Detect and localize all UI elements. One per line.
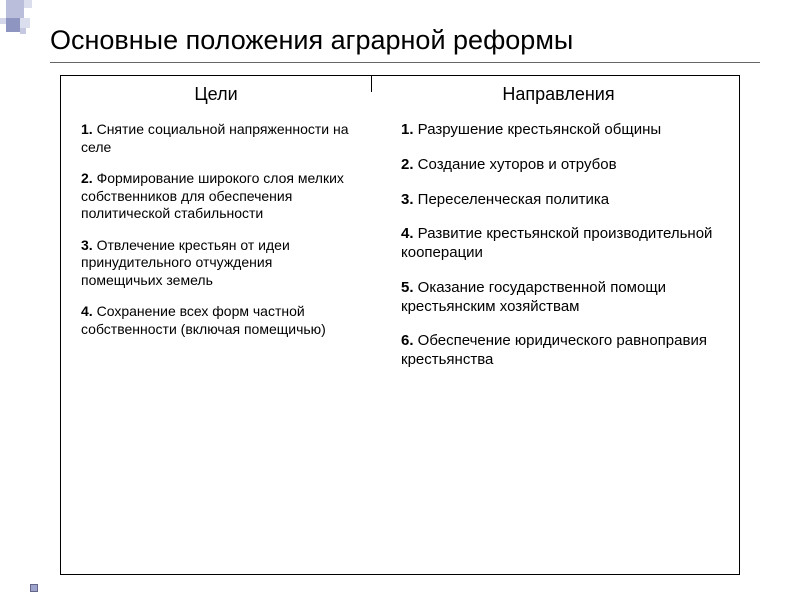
goal-item-text: Снятие социальной напряженности на селе [81,121,349,155]
direction-item-text: Развитие крестьянской производительной к… [401,225,712,261]
content-box: Цели 1. Снятие социальной напряженности … [60,75,740,575]
goal-item: 1. Снятие социальной напряженности на се… [81,121,351,156]
goal-item: 2. Формирование широкого слоя мелких соб… [81,170,351,223]
goal-item-text: Отвлечение крестьян от идеи принудительн… [81,237,290,288]
direction-item: 2. Создание хуторов и отрубов [401,156,716,175]
directions-header: Направления [401,84,716,105]
direction-item: 1. Разрушение крестьянской общины [401,121,716,140]
page-title: Основные положения аграрной реформы [50,25,760,63]
direction-item: 5. Оказание государственной помощи крест… [401,279,716,317]
goal-item-number: 2. [81,170,93,186]
direction-item-number: 5. [401,279,414,296]
goals-header: Цели [81,84,351,105]
direction-item-text: Создание хуторов и отрубов [414,156,617,173]
deco-square [20,18,30,28]
goals-column: Цели 1. Снятие социальной напряженности … [61,76,371,352]
goal-item-number: 3. [81,237,93,253]
direction-item: 6. Обеспечение юридического равноправия … [401,332,716,370]
goal-item-number: 1. [81,121,93,137]
goal-item-number: 4. [81,303,93,319]
direction-item-number: 6. [401,332,414,349]
goal-item-text: Сохранение всех форм частной собственнос… [81,303,326,337]
direction-item-number: 3. [401,191,414,208]
deco-square [6,18,20,32]
direction-item: 4. Развитие крестьянской производительно… [401,225,716,263]
direction-item-number: 2. [401,156,414,173]
goal-item: 3. Отвлечение крестьян от идеи принудите… [81,237,351,290]
goal-item: 4. Сохранение всех форм частной собствен… [81,303,351,338]
direction-item-number: 4. [401,225,414,242]
slide-bullet-icon [30,584,38,592]
direction-item-text: Переселенческая политика [414,191,610,208]
goal-item-text: Формирование широкого слоя мелких собств… [81,170,344,221]
direction-item-text: Оказание государственной помощи крестьян… [401,279,666,315]
deco-square [6,0,24,18]
direction-item: 3. Переселенческая политика [401,191,716,210]
deco-square [24,0,32,8]
direction-item-text: Разрушение крестьянской общины [414,121,662,138]
directions-column: Направления 1. Разрушение крестьянской о… [371,76,741,386]
direction-item-text: Обеспечение юридического равноправия кре… [401,332,707,368]
direction-item-number: 1. [401,121,414,138]
deco-square [20,28,26,34]
